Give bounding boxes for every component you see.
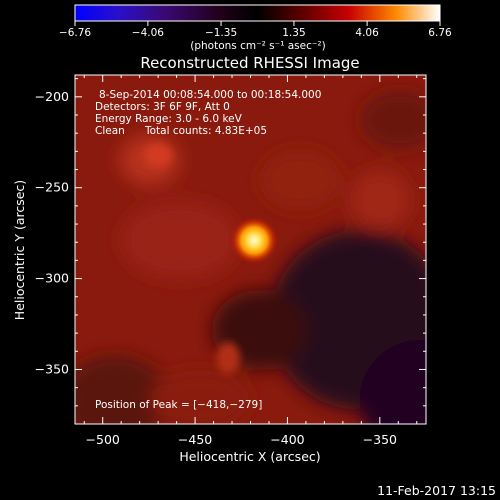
y-axis: −200 −250 −300 −350 [35,78,426,407]
x-tick-label: −350 [363,432,397,447]
y-tick-label: −350 [35,361,69,376]
colorbar-tick-label: −6.76 [59,27,91,39]
chart-title: Reconstructed RHESSI Image [140,54,359,72]
colorbar-tick-label: −4.06 [132,27,164,39]
colorbar-tick-label: 1.35 [282,27,305,39]
x-axis-label: Heliocentric X (arcsec) [179,449,320,464]
peak-source [230,216,279,265]
annotation-total-counts: Total counts: 4.83E+05 [144,125,267,137]
colorbar: −6.76 −4.06 −1.35 1.35 4.06 6.76 (photons cm⁻… [59,4,452,52]
annotations: 8-Sep-2014 00:08:54.000 to 00:18:54.000 … [95,89,321,411]
footer-date: 11-Feb-2017 13:15 [377,483,496,498]
y-axis-label: Heliocentric Y (arcsec) [12,180,27,320]
annotation-peak-position: Position of Peak = [−418,−279] [95,399,262,411]
annotation-energy: Energy Range: 3.0 - 6.0 keV [95,113,243,125]
x-tick-label: −450 [178,432,212,447]
x-tick-label: −500 [86,432,120,447]
x-axis: −500 −450 −400 −350 [83,75,418,447]
y-tick-label: −300 [35,271,69,286]
annotation-clean: Clean [95,125,125,137]
y-tick-label: −250 [35,180,69,195]
annotation-detectors: Detectors: 3F 6F 9F, Att 0 [95,101,230,113]
x-tick-label: −400 [270,432,304,447]
colorbar-tick-label: 4.06 [355,27,379,39]
heatmap-image [75,75,426,424]
colorbar-gradient [74,4,441,22]
y-tick-label: −200 [35,89,69,104]
colorbar-units-label: (photons cm⁻² s⁻¹ asec⁻²) [190,40,325,52]
colorbar-tick-label: −1.35 [205,27,237,39]
colorbar-ticks: −6.76 −4.06 −1.35 1.35 4.06 6.76 [59,21,452,39]
colorbar-tick-label: 6.76 [428,27,452,39]
annotation-time-range: 8-Sep-2014 00:08:54.000 to 00:18:54.000 [99,89,321,101]
